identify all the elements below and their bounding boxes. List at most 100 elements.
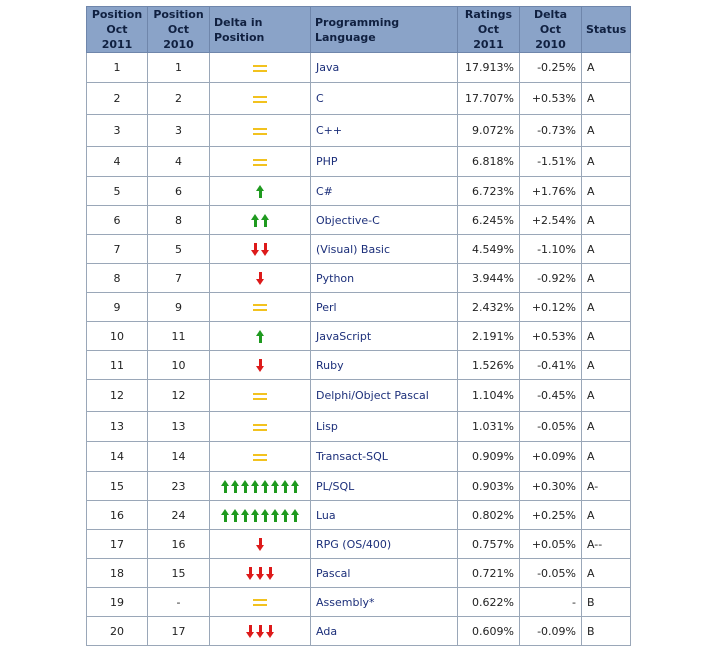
delta-cell: -0.41% (519, 350, 582, 380)
table-row: 8 7 Python 3.944% -0.92% A (86, 263, 632, 293)
rating-cell: 3.944% (457, 263, 520, 293)
delta-cell: +0.53% (519, 82, 582, 115)
language-ranking-table: Position Oct 2011 Position Oct 2010 Delt… (86, 6, 632, 646)
table-row: 2 2 C 17.707% +0.53% A (86, 82, 632, 115)
header-programming-language: Programming Language (310, 6, 458, 53)
delta-position-cell (209, 587, 311, 617)
language-cell: Perl (310, 292, 458, 322)
arrow-up-icon (260, 479, 270, 493)
delta-position-cell (209, 263, 311, 293)
table-row: 16 24 Lua 0.802% +0.25% A (86, 500, 632, 530)
table-row: 13 13 Lisp 1.031% -0.05% A (86, 411, 632, 442)
table-row: 9 9 Perl 2.432% +0.12% A (86, 292, 632, 322)
delta-position-cell (209, 379, 311, 412)
rating-cell: 0.622% (457, 587, 520, 617)
position-2010-cell: 5 (147, 234, 210, 264)
language-cell: Objective-C (310, 205, 458, 235)
position-2010-cell: 7 (147, 263, 210, 293)
delta-cell: +2.54% (519, 205, 582, 235)
arrow-up-icon (255, 329, 265, 343)
header-row: Position Oct 2011 Position Oct 2010 Delt… (86, 6, 632, 53)
delta-position-cell (209, 234, 311, 264)
arrow-up-icon (240, 508, 250, 522)
position-2011-cell: 14 (86, 441, 148, 472)
position-2011-cell: 6 (86, 205, 148, 235)
arrow-down-icon (255, 358, 265, 372)
rating-cell: 9.072% (457, 114, 520, 147)
arrow-up-icon (270, 479, 280, 493)
header-position-2010: Position Oct 2010 (147, 6, 210, 53)
arrow-up-icon (220, 508, 230, 522)
table-row: 15 23 PL/SQL 0.903% +0.30% A- (86, 471, 632, 501)
delta-cell: -0.05% (519, 558, 582, 588)
position-2010-cell: 6 (147, 176, 210, 206)
position-2011-cell: 20 (86, 616, 148, 646)
language-cell: C# (310, 176, 458, 206)
position-2011-cell: 16 (86, 500, 148, 530)
status-cell: A (580, 411, 632, 442)
equal-icon (253, 453, 267, 461)
position-2010-cell: 15 (147, 558, 210, 588)
table-row: 19- Assembly* 0.622% - B (86, 587, 632, 617)
status-cell: A (580, 114, 632, 147)
arrow-down-icon (260, 242, 270, 256)
rating-cell: 6.723% (457, 176, 520, 206)
position-2011-cell: 11 (86, 350, 148, 380)
delta-cell: +0.53% (519, 321, 582, 351)
delta-cell: -0.09% (519, 616, 582, 646)
status-cell: A (580, 146, 632, 177)
language-cell: Assembly* (310, 587, 458, 617)
language-cell: PL/SQL (310, 471, 458, 501)
table-row: 14 14 Transact-SQL 0.909% +0.09% A (86, 441, 632, 472)
language-cell: C (310, 82, 458, 115)
arrow-up-icon (250, 213, 260, 227)
equal-icon (253, 64, 267, 72)
delta-cell: -0.73% (519, 114, 582, 147)
delta-position-cell (209, 292, 311, 322)
position-2010-cell: 13 (147, 411, 210, 442)
position-2011-cell: 4 (86, 146, 148, 177)
status-cell: B (580, 587, 632, 617)
position-2011-cell: 10 (86, 321, 148, 351)
position-2010-cell: 16 (147, 529, 210, 559)
position-2010-cell: 9 (147, 292, 210, 322)
header-ratings-2011: Ratings Oct 2011 (457, 6, 520, 53)
delta-cell: +0.09% (519, 441, 582, 472)
arrow-up-icon (290, 508, 300, 522)
delta-cell: -0.05% (519, 411, 582, 442)
delta-position-cell (209, 529, 311, 559)
equal-icon (253, 599, 267, 606)
language-cell: Ruby (310, 350, 458, 380)
header-status: Status (580, 6, 632, 53)
table-row: 11 10 Ruby 1.526% -0.41% A (86, 350, 632, 380)
status-cell: A-- (580, 529, 632, 559)
header-delta-position: Delta in Position (209, 6, 311, 53)
language-cell: PHP (310, 146, 458, 177)
position-2011-cell: 15 (86, 471, 148, 501)
arrow-down-icon (255, 566, 265, 580)
rating-cell: 0.757% (457, 529, 520, 559)
position-2010-cell: - (147, 587, 210, 617)
delta-position-cell (209, 411, 311, 442)
equal-icon (253, 95, 267, 103)
position-2011-cell: 12 (86, 379, 148, 412)
delta-cell: -1.10% (519, 234, 582, 264)
language-cell: Python (310, 263, 458, 293)
status-cell: A (580, 350, 632, 380)
delta-cell: -0.92% (519, 263, 582, 293)
delta-cell: -0.25% (519, 52, 582, 83)
equal-icon (253, 423, 267, 431)
language-cell: Lisp (310, 411, 458, 442)
arrow-down-icon (265, 624, 275, 638)
delta-position-cell (209, 205, 311, 235)
rating-cell: 17.707% (457, 82, 520, 115)
header-position-2011: Position Oct 2011 (86, 6, 148, 53)
delta-cell: -1.51% (519, 146, 582, 177)
status-cell: A (580, 379, 632, 412)
delta-cell: +0.30% (519, 471, 582, 501)
language-cell: Ada (310, 616, 458, 646)
delta-cell: +0.05% (519, 529, 582, 559)
rating-cell: 2.432% (457, 292, 520, 322)
delta-position-cell (209, 176, 311, 206)
arrow-down-icon (250, 242, 260, 256)
